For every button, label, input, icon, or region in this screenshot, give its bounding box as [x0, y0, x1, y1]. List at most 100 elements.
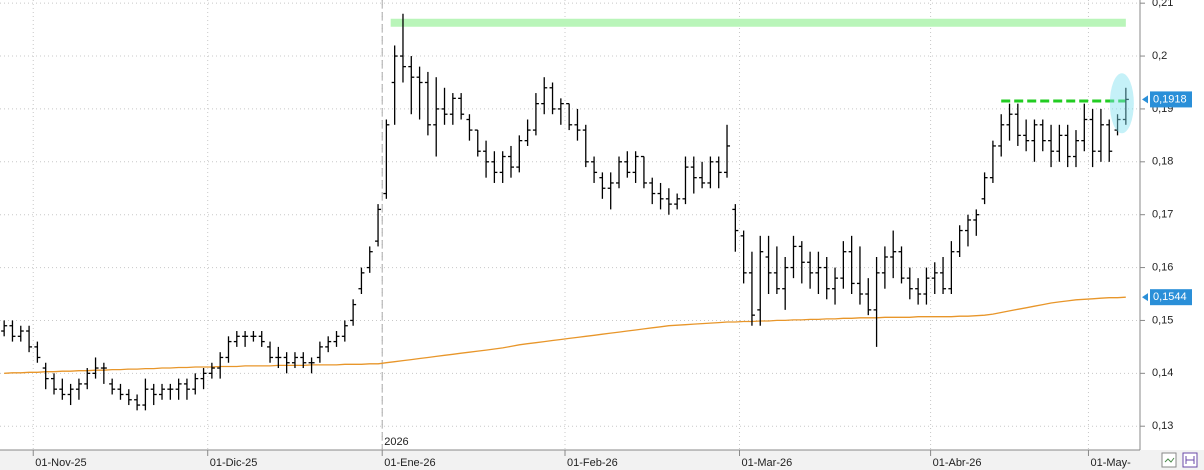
ohlc-bar: [632, 151, 639, 183]
ohlc-bar: [441, 87, 448, 125]
x-tick-label: 01-Ene-26: [384, 457, 435, 469]
price-label-box: [1150, 289, 1192, 306]
ohlc-bar: [59, 378, 66, 400]
ohlc-bar: [42, 362, 49, 390]
ohlc-bar: [375, 204, 382, 247]
ohlc-bar: [316, 341, 323, 363]
year-annotation: 2026: [384, 436, 408, 448]
ohlc-bar: [732, 204, 739, 252]
ohlc-bar: [350, 299, 357, 326]
ohlc-bar: [507, 145, 514, 178]
ohlc-bar: [1, 320, 8, 337]
ohlc-bar: [740, 230, 747, 284]
ohlc-bar: [707, 156, 714, 189]
ohlc-bar: [1081, 103, 1088, 152]
ohlc-bar: [948, 241, 955, 295]
ohlc-bar: [117, 383, 124, 400]
price-label: 0,1544: [1153, 291, 1187, 303]
x-tick-label: 01-Dic-25: [210, 457, 258, 469]
ohlc-bar: [399, 13, 406, 83]
ohlc-bar: [1031, 119, 1038, 162]
ohlc-bar: [549, 82, 556, 115]
ohlc-bar: [17, 325, 24, 342]
ohlc-bar: [258, 331, 265, 347]
ohlc-bar: [466, 114, 473, 141]
ohlc-bar: [964, 214, 971, 247]
ohlc-bar: [208, 362, 215, 379]
ohlc-bar: [1039, 119, 1046, 152]
ohlc-bar: [92, 357, 99, 379]
ohlc-bar: [1023, 119, 1030, 152]
ohlc-bar: [757, 235, 764, 326]
ohlc-bar: [815, 251, 822, 295]
y-tick-label: 0,15: [1152, 314, 1173, 326]
ohlc-bar: [192, 373, 199, 395]
moving-average-line: [4, 296, 1126, 374]
ohlc-bar: [956, 225, 963, 257]
ohlc-bar: [574, 108, 581, 141]
ohlc-bar: [51, 373, 58, 395]
ohlc-bar: [1097, 108, 1104, 162]
ohlc-bar: [383, 119, 390, 199]
ohlc-bar: [67, 383, 74, 406]
ohlc-bar: [358, 267, 365, 295]
toolbar-icons[interactable]: [1161, 452, 1198, 468]
x-tick-label: 01-Abr-26: [933, 457, 982, 469]
ohlc-bar: [906, 267, 913, 300]
ohlc-bar: [308, 357, 315, 374]
ohlc-bar: [109, 378, 116, 395]
ohlc-bar: [640, 155, 647, 189]
ohlc-bar: [300, 352, 307, 369]
ohlc-bar: [125, 389, 132, 406]
ohlc-bar: [225, 336, 232, 363]
y-tick-label: 0,14: [1152, 367, 1173, 379]
ohlc-bar: [1064, 124, 1071, 168]
ohlc-bar: [674, 193, 681, 210]
ohlc-bar: [748, 251, 755, 326]
ohlc-bar: [325, 336, 332, 353]
x-tick-label: 01-May-: [1090, 457, 1131, 469]
price-label-arrow: [1142, 293, 1148, 302]
ohlc-bar: [416, 66, 423, 120]
ohlc-bar: [200, 368, 207, 390]
ohlc-bar: [458, 93, 465, 120]
ohlc-bar: [915, 278, 922, 305]
y-tick-label: 0,18: [1152, 156, 1173, 168]
ohlc-bar: [159, 383, 166, 400]
plot-area: [0, 0, 1140, 450]
ohlc-bar: [782, 256, 789, 310]
y-tick-label: 0,21: [1152, 0, 1173, 9]
ohlc-bar: [449, 93, 456, 125]
ohlc-bar: [873, 256, 880, 347]
ohlc-bar: [931, 262, 938, 295]
ohlc-bar: [100, 362, 107, 384]
ohlc-bar: [491, 151, 498, 183]
ohlc-bar: [167, 383, 174, 400]
ohlc-bar: [773, 246, 780, 295]
ohlc-bar: [341, 320, 348, 342]
ohlc-bar: [724, 124, 731, 178]
ohlc-bar: [865, 278, 872, 316]
ohlc-bar: [591, 156, 598, 183]
ohlc-bar: [424, 71, 431, 136]
ohlc-bar: [524, 119, 531, 146]
y-tick-label: 0,17: [1152, 209, 1173, 221]
price-label: 0,1918: [1153, 93, 1187, 105]
ohlc-bar: [682, 156, 689, 205]
save-icon: [1185, 456, 1195, 464]
ohlc-bar: [34, 341, 41, 363]
y-tick-label: 0,16: [1152, 261, 1173, 273]
ohlc-bar: [665, 188, 672, 215]
price-label-box: [1150, 91, 1192, 108]
x-tick-label: 01-Feb-26: [567, 457, 618, 469]
ohlc-bar: [250, 331, 257, 342]
ohlc-bar: [291, 352, 298, 369]
ohlc-bar: [607, 172, 614, 210]
y-tick-label: 0,13: [1152, 420, 1173, 432]
ohlc-bar: [981, 172, 988, 205]
x-tick-label: 01-Mar-26: [741, 457, 792, 469]
ohlc-bar: [1014, 103, 1021, 146]
ohlc-bar: [1122, 87, 1129, 125]
ohlc-bar: [715, 156, 722, 189]
ohlc-bar: [856, 246, 863, 305]
